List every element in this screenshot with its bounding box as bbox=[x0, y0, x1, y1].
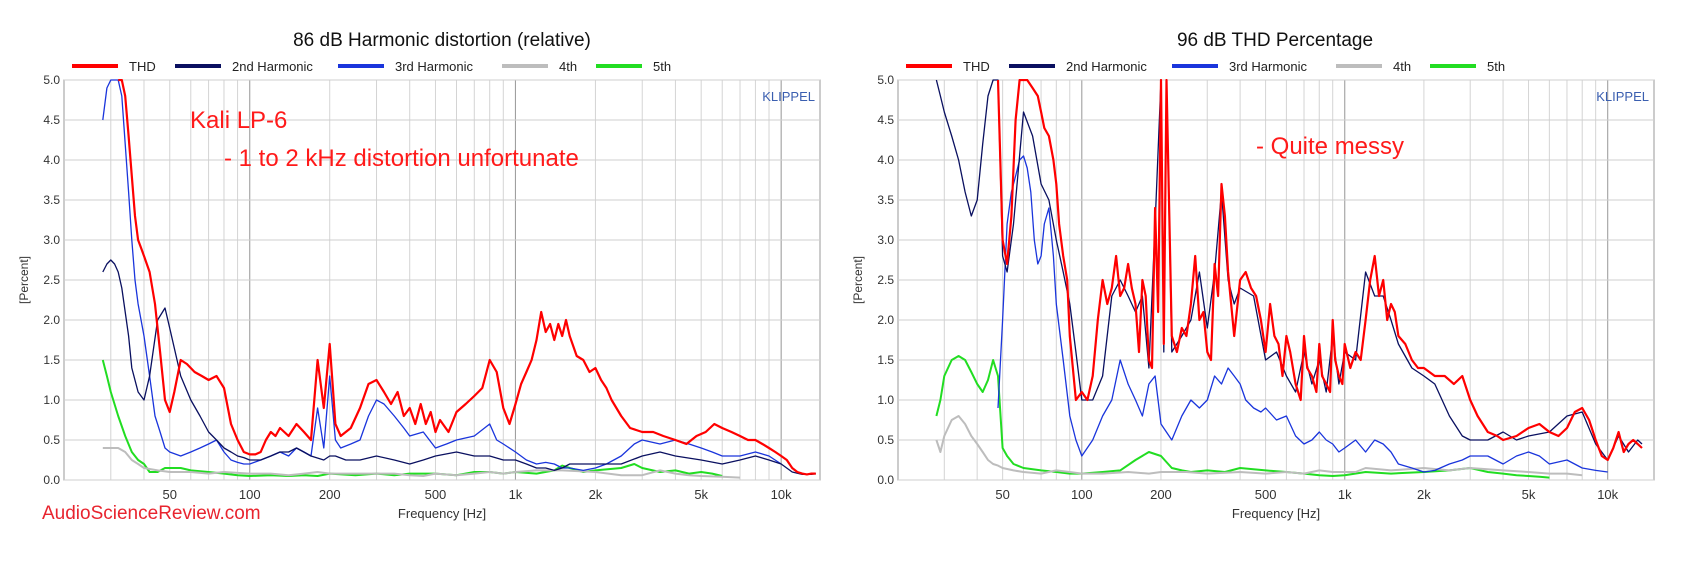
y-tick-label: 2.5 bbox=[877, 273, 894, 287]
x-tick-label: 2k bbox=[589, 487, 603, 502]
series-line-thd bbox=[118, 79, 816, 476]
y-tick-label: 1.5 bbox=[43, 353, 60, 367]
series-group bbox=[935, 79, 1643, 479]
y-tick-label: 2.0 bbox=[43, 313, 60, 327]
x-tick-label: 5k bbox=[694, 487, 708, 502]
legend-entry: 2nd Harmonic bbox=[1066, 59, 1147, 74]
y-tick-label: 0.5 bbox=[877, 433, 894, 447]
watermark: AudioScienceReview.com bbox=[42, 503, 261, 524]
series-line-3rd-harmonic bbox=[997, 155, 1608, 473]
x-tick-label: 100 bbox=[239, 487, 261, 502]
series-line-2nd-harmonic bbox=[102, 259, 816, 476]
brand-label: KLIPPEL bbox=[1596, 89, 1649, 104]
grid bbox=[64, 79, 820, 481]
legend-entry: 3rd Harmonic bbox=[395, 59, 474, 74]
legend-entry: 2nd Harmonic bbox=[232, 59, 313, 74]
annotation-text: - 1 to 2 kHz distortion unfortunate bbox=[224, 145, 579, 172]
x-tick-label: 500 bbox=[1255, 487, 1277, 502]
y-tick-label: 1.5 bbox=[877, 353, 894, 367]
x-axis-label: Frequency [Hz] bbox=[398, 506, 486, 521]
brand-label: KLIPPEL bbox=[762, 89, 815, 104]
y-tick-label: 2.0 bbox=[877, 313, 894, 327]
legend-entry: 4th bbox=[1393, 59, 1411, 74]
x-tick-label: 200 bbox=[1150, 487, 1172, 502]
y-tick-label: 4.0 bbox=[43, 153, 60, 167]
legend-entry: THD bbox=[963, 59, 990, 74]
series-line-4th bbox=[935, 415, 1583, 477]
x-tick-label: 1k bbox=[509, 487, 523, 502]
legend-entry: 4th bbox=[559, 59, 577, 74]
x-tick-label: 50 bbox=[163, 487, 177, 502]
series-group bbox=[101, 79, 816, 479]
legend-entry: 5th bbox=[653, 59, 671, 74]
y-tick-label: 3.0 bbox=[43, 233, 60, 247]
y-axis-label: [Percent] bbox=[17, 256, 31, 304]
y-tick-label: 1.0 bbox=[43, 393, 60, 407]
y-tick-label: 3.5 bbox=[877, 193, 894, 207]
legend-entry: 3rd Harmonic bbox=[1229, 59, 1308, 74]
x-tick-label: 10k bbox=[771, 487, 792, 502]
x-tick-label: 5k bbox=[1522, 487, 1536, 502]
x-tick-label: 50 bbox=[995, 487, 1009, 502]
annotation-text: - Quite messy bbox=[1256, 133, 1404, 160]
y-tick-label: 0.0 bbox=[43, 473, 60, 487]
annotation-text: Kali LP-6 bbox=[190, 107, 287, 134]
chart-left: 0.0 0.5 1.0 1.5 2.0 2.5 3.0 3.5 4.0 4.5 5.0 50 100 20… bbox=[17, 30, 821, 521]
series-line-thd bbox=[996, 79, 1643, 462]
y-tick-label: 3.0 bbox=[877, 233, 894, 247]
y-tick-label: 4.0 bbox=[877, 153, 894, 167]
x-axis-label: Frequency [Hz] bbox=[1232, 506, 1320, 521]
y-tick-label: 3.5 bbox=[43, 193, 60, 207]
y-tick-label: 5.0 bbox=[43, 73, 60, 87]
series-line-3rd-harmonic bbox=[102, 79, 782, 472]
legend-entry: THD bbox=[129, 59, 156, 74]
chart-right: 0.0 0.5 1.0 1.5 2.0 2.5 3.0 3.5 4.0 4.5 5.0 50 100 20… bbox=[851, 30, 1655, 521]
x-tick-label: 500 bbox=[425, 487, 447, 502]
y-tick-label: 0.5 bbox=[43, 433, 60, 447]
y-tick-label: 5.0 bbox=[877, 73, 894, 87]
x-tick-label: 10k bbox=[1597, 487, 1618, 502]
x-tick-label: 200 bbox=[319, 487, 341, 502]
y-axis-label: [Percent] bbox=[851, 256, 865, 304]
x-tick-label: 100 bbox=[1071, 487, 1093, 502]
x-tick-label: 1k bbox=[1338, 487, 1352, 502]
y-tick-label: 4.5 bbox=[877, 113, 894, 127]
series-line-4th bbox=[102, 447, 741, 479]
y-tick-label: 0.0 bbox=[877, 473, 894, 487]
chart-title: 96 dB THD Percentage bbox=[1177, 30, 1373, 51]
y-tick-label: 1.0 bbox=[877, 393, 894, 407]
legend-entry: 5th bbox=[1487, 59, 1505, 74]
y-tick-label: 4.5 bbox=[43, 113, 60, 127]
x-tick-label: 2k bbox=[1417, 487, 1431, 502]
y-tick-label: 2.5 bbox=[43, 273, 60, 287]
chart-title: 86 dB Harmonic distortion (relative) bbox=[293, 30, 591, 51]
